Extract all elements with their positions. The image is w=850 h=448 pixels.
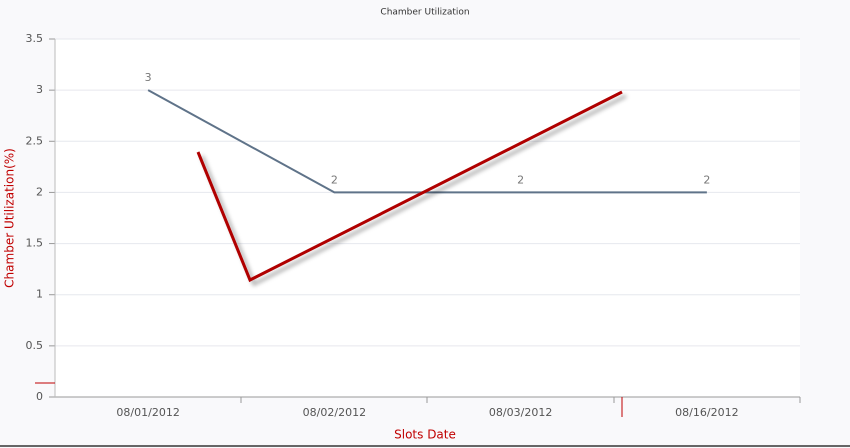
plot: 08/01/2012 08/02/2012 08/03/2012 08/16/2012… [116, 71, 738, 419]
chart-title: Chamber Utilization [380, 8, 469, 18]
data-label: 2 [517, 173, 524, 186]
x-tick-label: 08/01/2012 [116, 406, 179, 419]
y-tick-label: 1 [36, 288, 43, 301]
y-tick-label: 2.5 [26, 134, 44, 147]
line-series [147, 89, 707, 194]
data-label: 3 [145, 71, 152, 84]
y-axis-title: Chamber Utilization(%) [3, 148, 17, 288]
y-tick-label: 3 [36, 83, 43, 96]
data-label: 2 [703, 173, 710, 186]
x-tick-label: 08/02/2012 [303, 406, 366, 419]
y-tick-label: 3.5 [26, 32, 44, 45]
data-label: 2 [331, 173, 338, 186]
plot-area [55, 39, 800, 397]
x-tick-label: 08/03/2012 [489, 406, 552, 419]
y-tick-label: 0 [36, 390, 43, 403]
x-tick-label: 08/16/2012 [675, 406, 738, 419]
y-tick-label: 2 [36, 185, 43, 198]
annotation-check [196, 90, 623, 283]
y-tick-label: 0.5 [26, 339, 44, 352]
y-tick-label: 1.5 [26, 237, 44, 250]
x-axis-title: Slots Date [394, 428, 456, 442]
